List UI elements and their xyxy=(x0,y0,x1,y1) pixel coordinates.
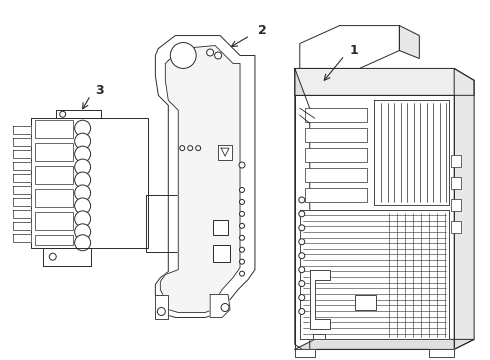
Polygon shape xyxy=(295,349,315,357)
Bar xyxy=(313,334,325,339)
Polygon shape xyxy=(310,270,330,329)
Circle shape xyxy=(299,239,305,245)
Polygon shape xyxy=(295,95,454,349)
Bar xyxy=(213,220,228,235)
Bar xyxy=(35,212,73,230)
Circle shape xyxy=(240,211,245,216)
Circle shape xyxy=(74,211,91,227)
Circle shape xyxy=(74,146,91,162)
Polygon shape xyxy=(13,198,31,206)
Polygon shape xyxy=(13,162,31,170)
Circle shape xyxy=(180,146,185,150)
Bar xyxy=(451,221,461,233)
Circle shape xyxy=(299,280,305,287)
Polygon shape xyxy=(13,150,31,158)
Bar xyxy=(305,108,367,122)
Circle shape xyxy=(240,223,245,228)
Polygon shape xyxy=(295,339,474,349)
Polygon shape xyxy=(147,195,186,252)
Bar xyxy=(35,120,73,138)
Polygon shape xyxy=(210,294,230,318)
Circle shape xyxy=(240,247,245,252)
Bar xyxy=(213,245,230,262)
Polygon shape xyxy=(399,26,419,58)
Bar xyxy=(451,155,461,167)
Bar xyxy=(305,128,367,142)
Circle shape xyxy=(299,197,305,203)
Circle shape xyxy=(171,42,196,68)
Polygon shape xyxy=(429,349,454,357)
Polygon shape xyxy=(13,234,31,242)
Circle shape xyxy=(299,309,305,315)
Bar xyxy=(305,188,367,202)
Circle shape xyxy=(299,267,305,273)
Bar xyxy=(313,334,325,339)
Bar xyxy=(451,177,461,189)
Circle shape xyxy=(240,199,245,204)
Polygon shape xyxy=(13,186,31,194)
Polygon shape xyxy=(13,126,31,134)
Bar xyxy=(35,235,73,245)
Bar xyxy=(35,166,73,184)
Circle shape xyxy=(240,271,245,276)
Polygon shape xyxy=(43,248,91,266)
Circle shape xyxy=(239,162,245,168)
Polygon shape xyxy=(31,118,148,248)
Polygon shape xyxy=(56,110,100,118)
Text: 2: 2 xyxy=(258,24,267,37)
Polygon shape xyxy=(160,45,240,312)
Circle shape xyxy=(60,111,66,117)
Circle shape xyxy=(240,259,245,264)
Polygon shape xyxy=(13,210,31,218)
Polygon shape xyxy=(218,145,232,160)
Circle shape xyxy=(74,224,91,240)
Bar xyxy=(451,199,461,211)
Polygon shape xyxy=(155,294,168,319)
Circle shape xyxy=(299,253,305,259)
Circle shape xyxy=(299,225,305,231)
Circle shape xyxy=(74,159,91,175)
Circle shape xyxy=(74,172,91,188)
Bar xyxy=(305,168,367,182)
Circle shape xyxy=(299,211,305,217)
Circle shape xyxy=(74,120,91,136)
Polygon shape xyxy=(454,68,474,349)
Polygon shape xyxy=(374,100,449,205)
Circle shape xyxy=(196,146,201,150)
Bar xyxy=(35,143,73,161)
Circle shape xyxy=(74,185,91,201)
Polygon shape xyxy=(221,148,229,156)
Polygon shape xyxy=(295,68,310,354)
Circle shape xyxy=(207,49,214,56)
Polygon shape xyxy=(13,138,31,146)
Circle shape xyxy=(157,307,165,315)
Circle shape xyxy=(74,235,91,251)
Polygon shape xyxy=(300,210,449,339)
Bar xyxy=(355,294,376,310)
Circle shape xyxy=(299,294,305,301)
Circle shape xyxy=(215,52,221,59)
Bar xyxy=(313,334,325,339)
Circle shape xyxy=(240,235,245,240)
Bar xyxy=(35,189,73,207)
Polygon shape xyxy=(295,68,474,95)
Circle shape xyxy=(240,188,245,193)
Circle shape xyxy=(74,198,91,214)
Circle shape xyxy=(221,303,229,311)
Polygon shape xyxy=(13,174,31,182)
Text: 3: 3 xyxy=(96,84,104,97)
Circle shape xyxy=(188,146,193,150)
Text: 1: 1 xyxy=(349,44,358,57)
Polygon shape xyxy=(13,222,31,230)
Circle shape xyxy=(49,253,56,260)
Circle shape xyxy=(74,133,91,149)
Polygon shape xyxy=(300,26,399,68)
Polygon shape xyxy=(155,36,255,318)
Bar xyxy=(305,148,367,162)
